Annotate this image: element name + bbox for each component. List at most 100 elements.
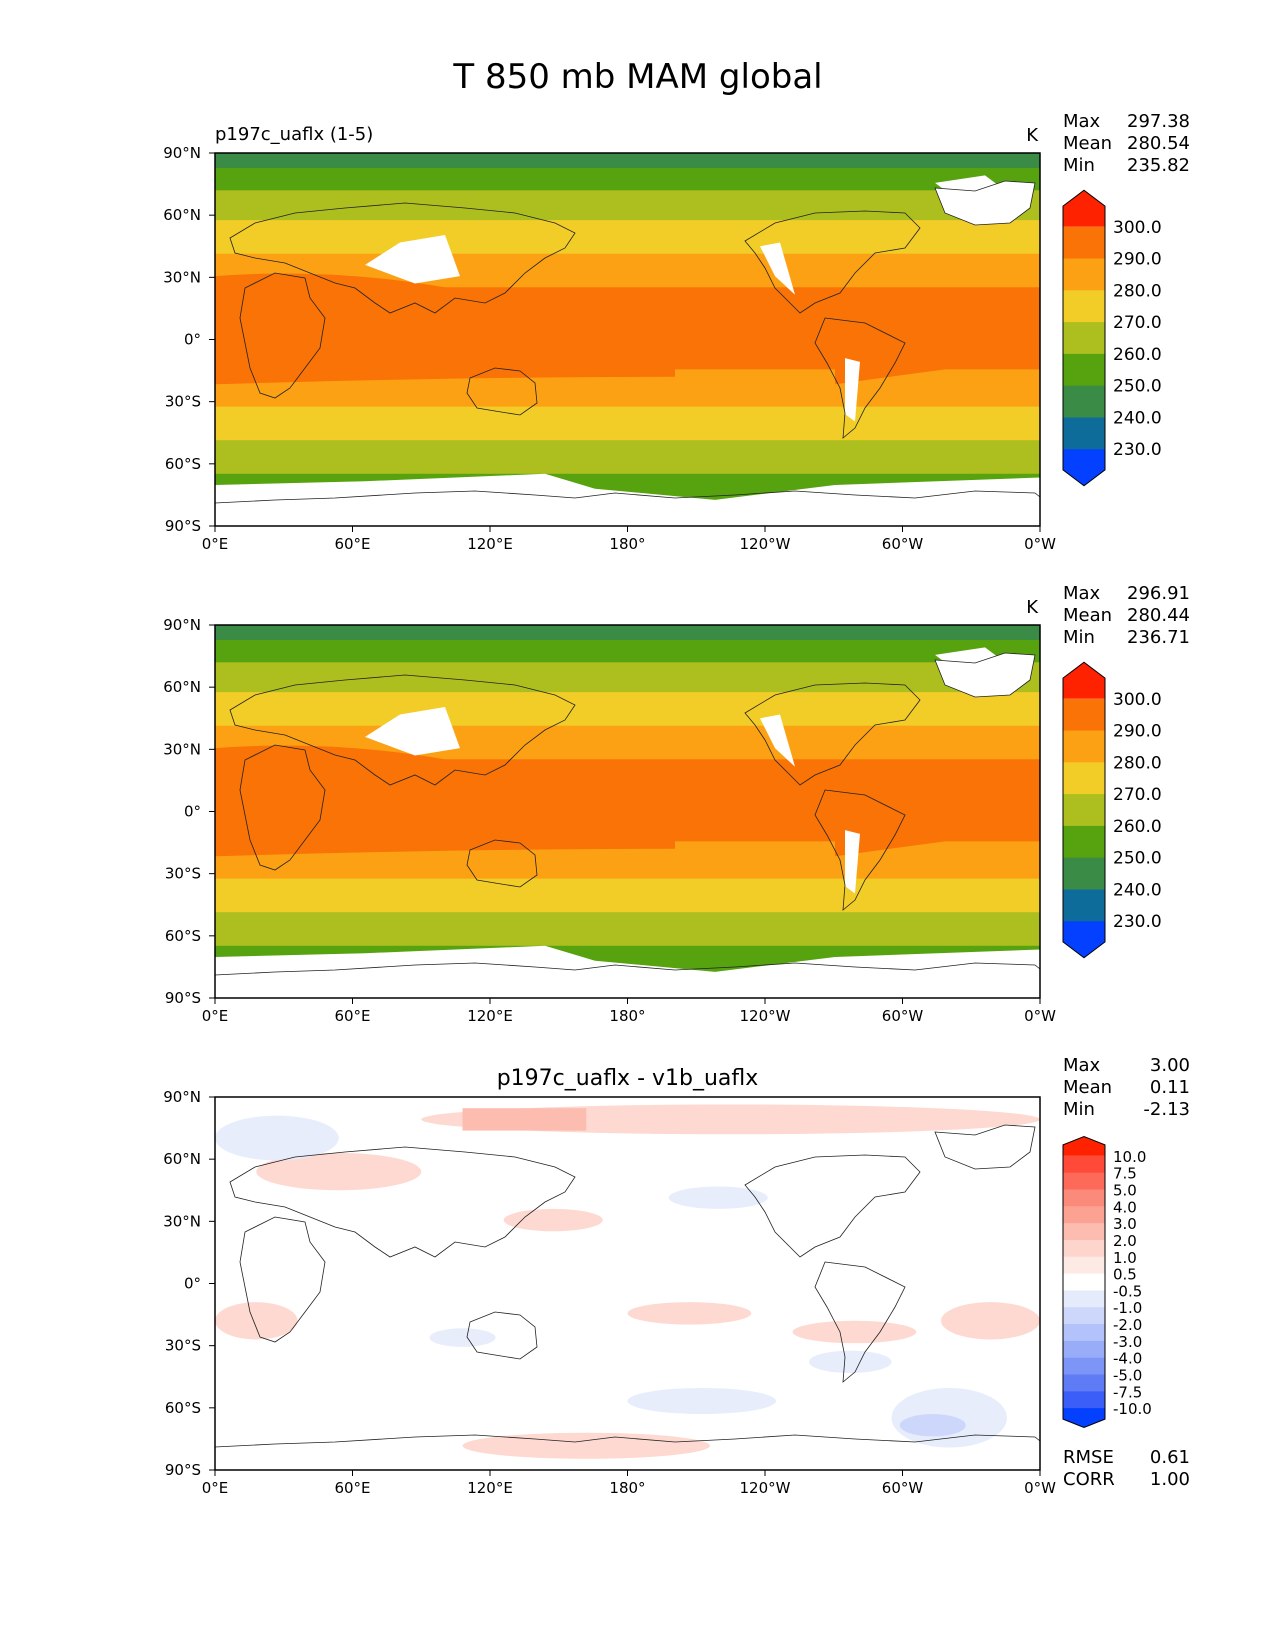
stat-value: 296.91 bbox=[1127, 583, 1190, 604]
map-field bbox=[215, 625, 1040, 998]
stat-value: 3.00 bbox=[1150, 1055, 1190, 1076]
x-tick-label: 120°W bbox=[740, 535, 791, 553]
y-tick-label: 90°S bbox=[165, 1461, 201, 1479]
y-tick-label: 90°S bbox=[165, 517, 201, 535]
x-tick-label: 60°W bbox=[882, 1007, 924, 1025]
colorbar-label: 270.0 bbox=[1113, 313, 1162, 333]
colorbar-label: 250.0 bbox=[1113, 377, 1162, 397]
colorbar-label: 10.0 bbox=[1113, 1148, 1146, 1166]
colorbar-label: 5.0 bbox=[1113, 1181, 1137, 1199]
stat-label: RMSE bbox=[1063, 1447, 1114, 1468]
panel-title: p197c_uaflx (1-5) bbox=[215, 124, 373, 145]
colorbar-swatch bbox=[1063, 921, 1105, 958]
colorbar-swatch bbox=[1063, 1189, 1105, 1207]
colorbar-swatch bbox=[1063, 1357, 1105, 1376]
x-tick-label: 60°W bbox=[882, 535, 924, 553]
colorbar-label: 240.0 bbox=[1113, 880, 1162, 900]
colorbar-swatch bbox=[1063, 857, 1105, 890]
y-tick-label: 30°S bbox=[165, 1337, 201, 1355]
x-tick-label: 60°E bbox=[334, 1007, 370, 1025]
colorbar-label: 7.5 bbox=[1113, 1165, 1137, 1183]
colorbar-label: -5.0 bbox=[1113, 1367, 1142, 1385]
colorbar-swatch bbox=[1063, 1374, 1105, 1392]
colorbar-swatch bbox=[1063, 417, 1105, 450]
colorbar-label: 280.0 bbox=[1113, 753, 1162, 773]
stat-label: Min bbox=[1063, 1099, 1095, 1120]
colorbar-label: 0.5 bbox=[1113, 1266, 1137, 1284]
colorbar-label: 1.0 bbox=[1113, 1249, 1137, 1267]
colorbar-label: -0.5 bbox=[1113, 1282, 1142, 1300]
y-tick-label: 0° bbox=[184, 331, 201, 349]
colorbar-swatch bbox=[1063, 190, 1105, 227]
colorbar-swatch bbox=[1063, 226, 1105, 260]
colorbar-outline bbox=[1062, 1135, 1106, 1429]
colorbar-label: 4.0 bbox=[1113, 1198, 1137, 1216]
colorbar-swatch bbox=[1063, 1408, 1105, 1428]
colorbar-label: 270.0 bbox=[1113, 785, 1162, 805]
stat-value: 0.11 bbox=[1150, 1077, 1190, 1098]
stat-value: 0.61 bbox=[1150, 1447, 1190, 1468]
y-tick-label: 0° bbox=[184, 1275, 201, 1293]
stat-label: Min bbox=[1063, 627, 1095, 648]
colorbar-swatch bbox=[1063, 1307, 1105, 1325]
colorbar-swatch bbox=[1063, 290, 1105, 323]
colorbar-swatch bbox=[1063, 1290, 1105, 1308]
y-tick-label: 90°N bbox=[163, 616, 201, 634]
map-field bbox=[215, 153, 1040, 526]
stat-value: 297.38 bbox=[1127, 111, 1190, 132]
x-tick-label: 180° bbox=[609, 1007, 645, 1025]
stat-label: Max bbox=[1063, 583, 1101, 604]
stat-value: 235.82 bbox=[1127, 155, 1190, 176]
map-field bbox=[215, 1097, 1040, 1470]
x-tick-label: 0°E bbox=[202, 1479, 229, 1497]
colorbar-swatch bbox=[1063, 1172, 1105, 1190]
colorbar-label: 290.0 bbox=[1113, 722, 1162, 742]
colorbar-label: 260.0 bbox=[1113, 817, 1162, 837]
x-tick-label: 60°E bbox=[334, 1479, 370, 1497]
panel-title: p197c_uaflx - v1b_uaflx bbox=[497, 1066, 759, 1091]
stat-value: 280.44 bbox=[1127, 605, 1190, 626]
y-tick-label: 60°S bbox=[165, 455, 201, 473]
colorbar-swatch bbox=[1063, 698, 1105, 732]
x-tick-label: 120°W bbox=[740, 1479, 791, 1497]
y-tick-label: 60°N bbox=[163, 678, 201, 696]
stat-value: -2.13 bbox=[1143, 1099, 1190, 1120]
x-tick-label: 120°W bbox=[740, 1007, 791, 1025]
stat-value: 236.71 bbox=[1127, 627, 1190, 648]
x-tick-label: 60°E bbox=[334, 535, 370, 553]
y-tick-label: 0° bbox=[184, 803, 201, 821]
y-tick-label: 60°S bbox=[165, 927, 201, 945]
colorbar-label: 280.0 bbox=[1113, 281, 1162, 301]
colorbar-swatch bbox=[1063, 1223, 1105, 1241]
colorbar-swatch bbox=[1063, 1324, 1105, 1342]
y-tick-label: 30°N bbox=[163, 1212, 201, 1230]
stat-label: Mean bbox=[1063, 133, 1112, 154]
colorbar-swatch bbox=[1063, 322, 1105, 355]
colorbar-label: -2.0 bbox=[1113, 1316, 1142, 1334]
colorbar-swatch bbox=[1063, 353, 1105, 387]
x-tick-label: 120°E bbox=[467, 1479, 513, 1497]
colorbar-swatch bbox=[1063, 1206, 1105, 1224]
stat-label: Max bbox=[1063, 111, 1101, 132]
stat-label: Max bbox=[1063, 1055, 1101, 1076]
colorbar-label: 230.0 bbox=[1113, 912, 1162, 932]
colorbar-swatch bbox=[1063, 825, 1105, 859]
x-tick-label: 0°W bbox=[1024, 535, 1056, 553]
colorbar-swatch bbox=[1063, 794, 1105, 827]
colorbar-outline bbox=[1062, 661, 1106, 959]
units-label: K bbox=[1026, 125, 1039, 146]
x-tick-label: 0°E bbox=[202, 535, 229, 553]
y-tick-label: 30°S bbox=[165, 393, 201, 411]
colorbar-label: 260.0 bbox=[1113, 345, 1162, 365]
colorbar-swatch bbox=[1063, 1136, 1105, 1156]
colorbar-swatch bbox=[1063, 449, 1105, 486]
colorbar-label: -3.0 bbox=[1113, 1333, 1142, 1351]
y-tick-label: 90°S bbox=[165, 989, 201, 1007]
colorbar-swatch bbox=[1063, 1273, 1105, 1291]
x-tick-label: 0°W bbox=[1024, 1479, 1056, 1497]
colorbar-swatch bbox=[1063, 1340, 1105, 1359]
colorbar-outline bbox=[1062, 189, 1106, 487]
colorbar-label: 240.0 bbox=[1113, 408, 1162, 428]
colorbar-swatch bbox=[1063, 1391, 1105, 1409]
colorbar-swatch bbox=[1063, 662, 1105, 699]
